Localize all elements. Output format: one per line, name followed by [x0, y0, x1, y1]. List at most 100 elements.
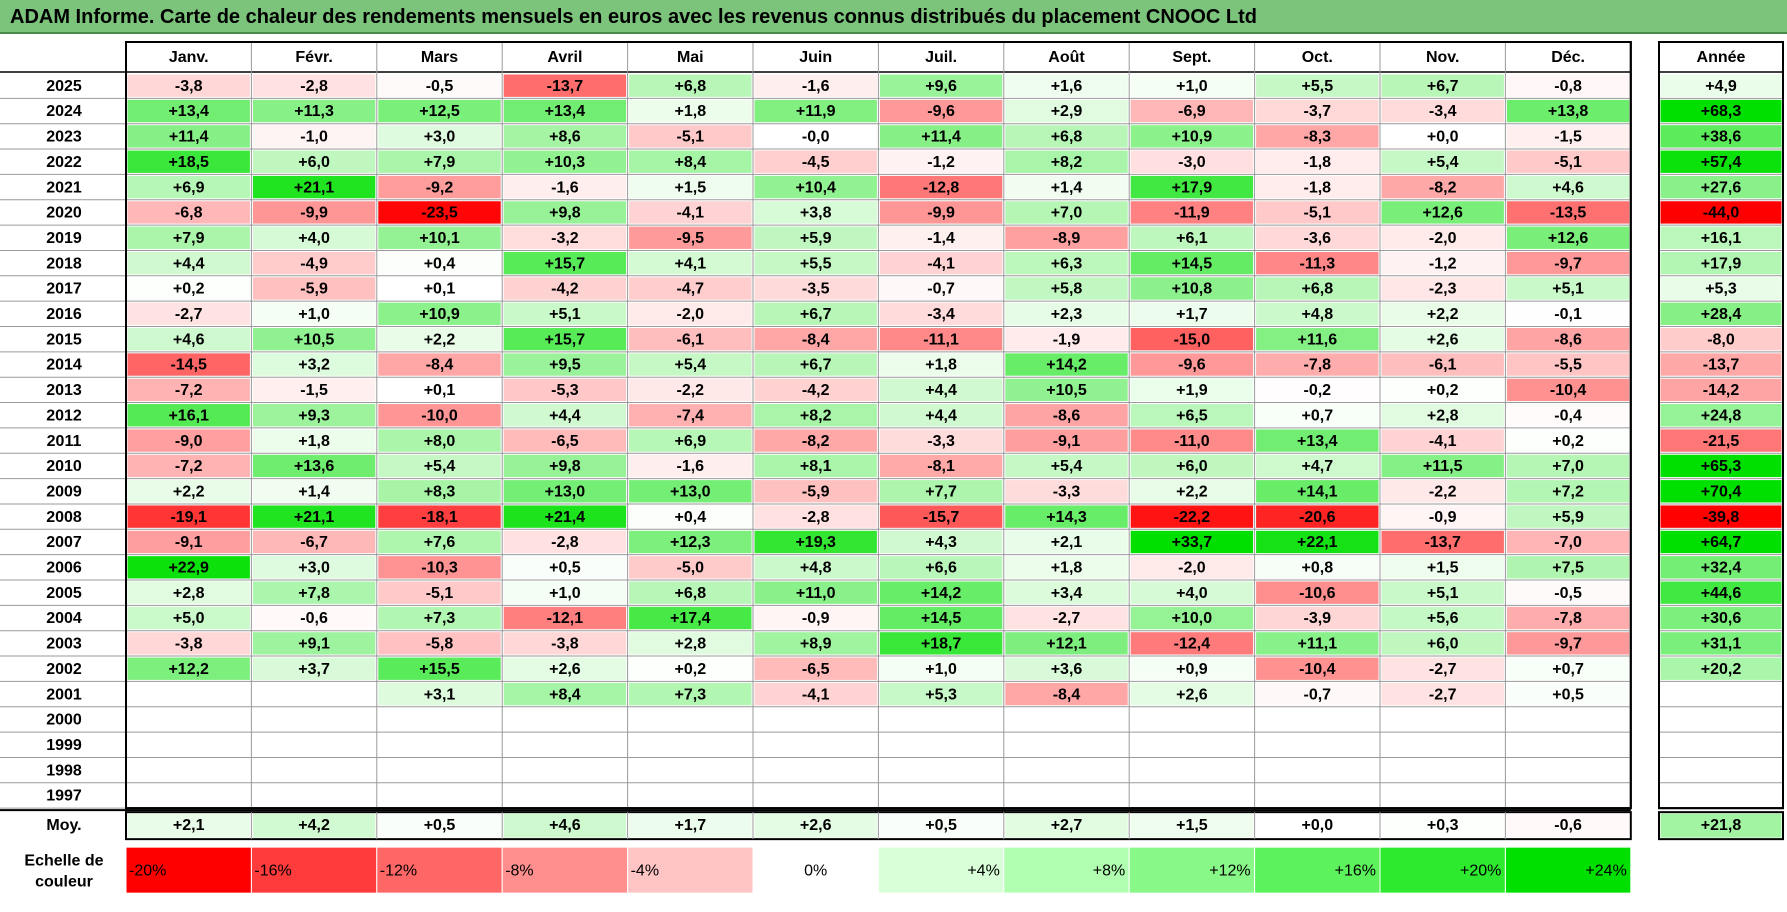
- heat-cell: [879, 480, 1003, 503]
- heat-cell: [503, 150, 627, 173]
- heat-cell: [1005, 201, 1128, 224]
- heat-cell: [1130, 429, 1254, 452]
- heat-cell: [1381, 480, 1504, 503]
- cell-value: +12,2: [168, 661, 209, 678]
- annual-cell: [1660, 429, 1782, 452]
- cell-value: -4,1: [1429, 433, 1457, 450]
- cell-value: -1,8: [1304, 154, 1332, 171]
- cell-value: -2,2: [677, 382, 705, 399]
- cell-value: +11,4: [169, 129, 209, 146]
- cell-value: +12,3: [670, 534, 711, 551]
- cell-value: +6,0: [298, 154, 330, 171]
- average-value: +0,5: [424, 817, 456, 834]
- cell-value: -6,9: [1178, 103, 1206, 120]
- heat-cell: [754, 581, 877, 604]
- cell-value: +5,4: [675, 357, 707, 374]
- heat-cell: [1506, 99, 1630, 123]
- cell-value: -12,4: [1174, 636, 1211, 653]
- cell-value: +11,6: [1297, 331, 1337, 348]
- cell-value: +8,0: [424, 433, 456, 450]
- heat-cell: [629, 404, 752, 427]
- cell-value: +14,5: [921, 610, 962, 627]
- cell-value: -10,0: [421, 407, 458, 424]
- cell-value: +0,4: [424, 255, 456, 272]
- heat-cell: [127, 99, 250, 123]
- heat-cell: [1130, 657, 1254, 680]
- cell-value: +19,3: [795, 534, 836, 551]
- annual-value: +44,6: [1701, 585, 1742, 602]
- heat-cell: [127, 404, 250, 427]
- heat-cell: [1506, 480, 1630, 503]
- average-value: +1,7: [675, 817, 707, 834]
- cell-value: +1,5: [1427, 560, 1459, 577]
- annual-cell: [1660, 505, 1782, 528]
- cell-value: -23,5: [421, 205, 458, 222]
- cell-value: -1,2: [1429, 255, 1457, 272]
- annual-cell: [1660, 404, 1782, 427]
- heat-cell: [378, 657, 501, 680]
- cell-value: +14,3: [1046, 509, 1087, 526]
- annual-cell: [1660, 328, 1782, 351]
- annual-value: -8,0: [1707, 331, 1735, 348]
- cell-value: -1,8: [1304, 179, 1332, 196]
- heat-cell: [1506, 201, 1630, 224]
- heat-cell: [1506, 581, 1630, 604]
- cell-value: +15,7: [545, 331, 586, 348]
- cell-value: +8,2: [800, 407, 832, 424]
- cell-value: +18,5: [168, 154, 209, 171]
- heat-cell: [378, 328, 501, 351]
- heat-cell: [629, 581, 752, 604]
- average-value: +2,6: [800, 817, 832, 834]
- average-cell: [1256, 813, 1379, 838]
- cell-value: -2,8: [300, 78, 328, 95]
- scale-swatch: [627, 846, 754, 894]
- cell-value: -6,1: [1429, 357, 1457, 374]
- cell-value: +21,4: [545, 509, 586, 526]
- column-header-5: Mai: [677, 49, 704, 66]
- cell-value: +6,8: [675, 78, 707, 95]
- cell-value: +8,4: [675, 154, 707, 171]
- heat-cell: [1381, 556, 1504, 579]
- cell-value: -10,4: [1550, 382, 1587, 399]
- heat-cell: [1256, 175, 1379, 199]
- cell-value: +10,0: [1172, 610, 1213, 627]
- heat-cell: [1256, 606, 1379, 630]
- heat-cell: [1130, 505, 1254, 528]
- cell-value: -13,7: [1424, 534, 1461, 551]
- cell-value: -15,7: [923, 509, 960, 526]
- heat-cell: [1130, 99, 1254, 123]
- heat-cell: [1005, 150, 1128, 173]
- heat-cell: [1256, 530, 1379, 554]
- average-value: +0,3: [1427, 817, 1459, 834]
- heat-cell: [127, 632, 250, 655]
- cell-value: +7,0: [1051, 205, 1083, 222]
- grid-frame-top: [125, 41, 1632, 810]
- scale-swatch: [1003, 846, 1130, 894]
- heat-cell: [1381, 125, 1504, 148]
- cell-value: +0,7: [1552, 661, 1584, 678]
- annual-value: +68,3: [1701, 103, 1742, 120]
- heat-cell: [378, 226, 501, 249]
- cell-value: -0,0: [802, 129, 830, 146]
- cell-value: +0,5: [1552, 686, 1584, 703]
- scale-label-line1: Echelle de: [24, 852, 103, 869]
- annual-cell: [1660, 606, 1782, 630]
- row-label-1998: 1998: [46, 762, 82, 779]
- cell-value: +1,0: [549, 585, 581, 602]
- average-value: +2,7: [1051, 817, 1083, 834]
- heat-cell: [378, 505, 501, 528]
- heat-cell: [503, 657, 627, 680]
- heat-cell: [1506, 302, 1630, 325]
- cell-value: -8,4: [426, 357, 454, 374]
- cell-value: +7,3: [424, 610, 456, 627]
- heat-cell: [1256, 454, 1379, 478]
- heat-cell: [1130, 480, 1254, 503]
- annual-value: +32,4: [1701, 560, 1742, 577]
- cell-value: +6,5: [1176, 407, 1208, 424]
- average-cell: [252, 813, 376, 838]
- heat-cell: [1256, 150, 1379, 173]
- cell-value: +1,4: [1051, 179, 1083, 196]
- heat-cell: [879, 505, 1003, 528]
- heat-cell: [1256, 556, 1379, 579]
- cell-value: -3,8: [175, 636, 203, 653]
